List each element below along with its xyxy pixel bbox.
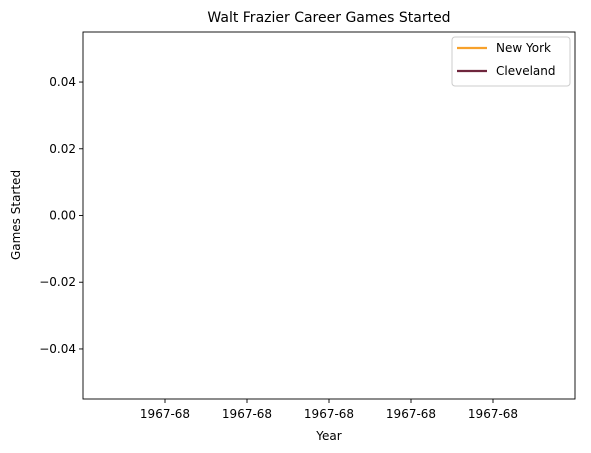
legend: New York Cleveland [451, 36, 571, 87]
x-axis-ticks: 1967-68 1967-68 1967-68 1967-68 1967-68 [140, 399, 518, 421]
x-axis-label: Year [315, 429, 341, 443]
x-tick-label: 1967-68 [468, 407, 518, 421]
y-tick-label: 0.00 [49, 209, 76, 223]
legend-label-new-york: New York [496, 41, 551, 55]
x-tick-label: 1967-68 [386, 407, 436, 421]
x-tick-label: 1967-68 [222, 407, 272, 421]
y-tick-label: 0.02 [49, 142, 76, 156]
y-tick-label: −0.04 [39, 342, 76, 356]
y-axis-label: Games Started [9, 170, 23, 260]
plot-area-frame [82, 31, 576, 400]
legend-label-cleveland: Cleveland [496, 64, 556, 78]
x-tick-label: 1967-68 [140, 407, 190, 421]
chart-title: Walt Frazier Career Games Started [207, 10, 450, 26]
y-tick-label: −0.02 [39, 275, 76, 289]
x-tick-label: 1967-68 [304, 407, 354, 421]
y-tick-label: 0.04 [49, 75, 76, 89]
legend-box [451, 36, 571, 87]
y-axis-ticks: −0.04 −0.02 0.00 0.02 0.04 [39, 75, 83, 356]
